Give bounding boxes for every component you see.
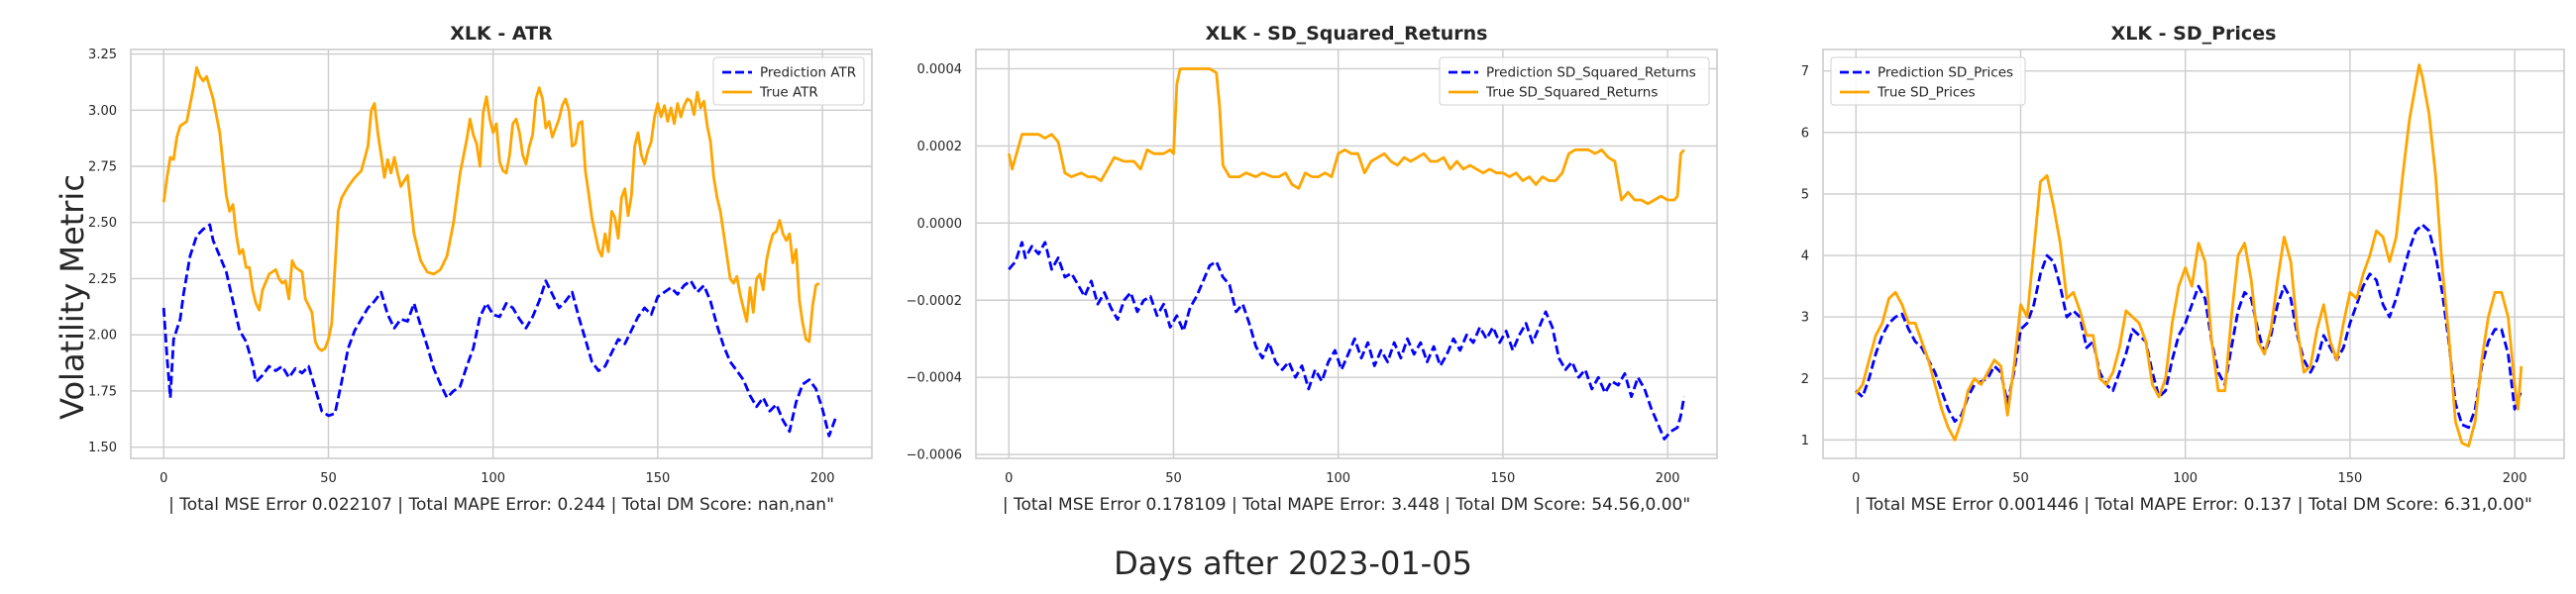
legend-box bbox=[1830, 56, 2026, 106]
legend-label: Prediction SD_Prices bbox=[1878, 65, 2013, 81]
y-tick-label: 5 bbox=[1801, 187, 1809, 202]
x-tick-label: 150 bbox=[2337, 471, 2362, 486]
chart-panel-1: 0 50 100 150 200 1.50 1.75 2.00 2.25 2.50 2.75 3.00… bbox=[88, 23, 873, 515]
x-tick-label: 100 bbox=[1326, 471, 1350, 486]
chart-xlabel: | Total MSE Error 0.022107 | Total MAPE … bbox=[168, 495, 834, 515]
true-line bbox=[1007, 67, 1685, 206]
y-tick-label: −0.0004 bbox=[907, 371, 962, 386]
x-tick-label: 50 bbox=[320, 471, 337, 486]
y-tick-label: 0.0002 bbox=[917, 140, 963, 154]
plot-frame bbox=[130, 49, 873, 459]
legend: Prediction SD_Prices True SD_Prices bbox=[1830, 56, 2026, 106]
y-tick-label: 0.0004 bbox=[917, 62, 963, 77]
x-tick-label: 0 bbox=[1005, 471, 1013, 486]
legend-label: True SD_Prices bbox=[1877, 85, 1976, 101]
legend: Prediction ATR True ATR bbox=[712, 56, 865, 106]
plot-frame bbox=[975, 49, 1718, 459]
x-tick-label: 50 bbox=[1165, 471, 1182, 486]
y-tick-label: 4 bbox=[1801, 249, 1809, 264]
y-tick-label: 7 bbox=[1801, 64, 1809, 79]
y-tick-label: 1.75 bbox=[88, 384, 117, 399]
true-line bbox=[161, 65, 820, 352]
x-tick-label: 200 bbox=[1656, 471, 1680, 486]
chart-title: XLK - SD_Prices bbox=[2111, 23, 2277, 45]
y-tick-label: 3.25 bbox=[88, 48, 117, 62]
y-tick-label: 2.75 bbox=[88, 160, 117, 175]
legend-label: Prediction SD_Squared_Returns bbox=[1486, 65, 1696, 81]
figure-ylabel: Volatility Metric bbox=[54, 174, 91, 420]
y-tick-label: 1 bbox=[1801, 434, 1809, 448]
x-tick-label: 100 bbox=[2173, 471, 2198, 486]
legend-label: Prediction ATR bbox=[760, 65, 856, 81]
y-tick-label: 3.00 bbox=[88, 104, 117, 119]
x-tick-label: 200 bbox=[2503, 471, 2527, 486]
y-tick-label: 1.50 bbox=[88, 441, 117, 455]
chart-xlabel: | Total MSE Error 0.001446 | Total MAPE … bbox=[1855, 495, 2532, 515]
figure-xlabel: Days after 2023-01-05 bbox=[1114, 544, 1472, 582]
x-tick-label: 50 bbox=[2012, 471, 2029, 486]
y-tick-label: 3 bbox=[1801, 311, 1809, 326]
prediction-line bbox=[161, 223, 837, 438]
chart-xlabel: | Total MSE Error 0.178109 | Total MAPE … bbox=[1003, 495, 1690, 515]
legend-label: True SD_Squared_Returns bbox=[1485, 85, 1658, 101]
chart-panel-3: 0 50 100 150 200 1 2 3 4 5 6 7 XLK - SD_Prices | Tota… bbox=[1801, 23, 2565, 515]
chart-panel-2: 0 50 100 150 200 −0.0006 −0.0004 −0.0002 0.0000 0… bbox=[907, 23, 1718, 515]
y-tick-label: 2 bbox=[1801, 372, 1809, 387]
chart-title: XLK - ATR bbox=[450, 23, 553, 45]
y-tick-label: 2.50 bbox=[88, 216, 117, 231]
chart-title: XLK - SD_Squared_Returns bbox=[1206, 23, 1488, 45]
panels: 0 50 100 150 2001.501.752.002.252.502.753.00… bbox=[88, 23, 2565, 515]
x-tick-label: 200 bbox=[810, 471, 835, 486]
legend-box bbox=[1439, 56, 1710, 106]
x-tick-label: 150 bbox=[645, 471, 670, 486]
x-tick-label: 100 bbox=[481, 471, 505, 486]
y-tick-label: −0.0002 bbox=[907, 294, 962, 309]
legend: Prediction SD_Squared_Returns True SD_Squ… bbox=[1439, 56, 1710, 106]
x-tick-label: 150 bbox=[1490, 471, 1515, 486]
prediction-line bbox=[1008, 241, 1686, 441]
y-tick-label: 2.25 bbox=[88, 272, 117, 287]
y-tick-label: 0.0000 bbox=[917, 217, 963, 232]
plot-frame bbox=[1822, 49, 2565, 459]
y-tick-label: 6 bbox=[1801, 126, 1809, 141]
y-tick-label: −0.0006 bbox=[907, 448, 962, 463]
legend-label: True ATR bbox=[759, 85, 818, 101]
true-line bbox=[1855, 63, 2523, 447]
y-tick-label: 2.00 bbox=[88, 329, 117, 344]
x-tick-label: 0 bbox=[1852, 471, 1860, 486]
x-tick-label: 0 bbox=[160, 471, 167, 486]
